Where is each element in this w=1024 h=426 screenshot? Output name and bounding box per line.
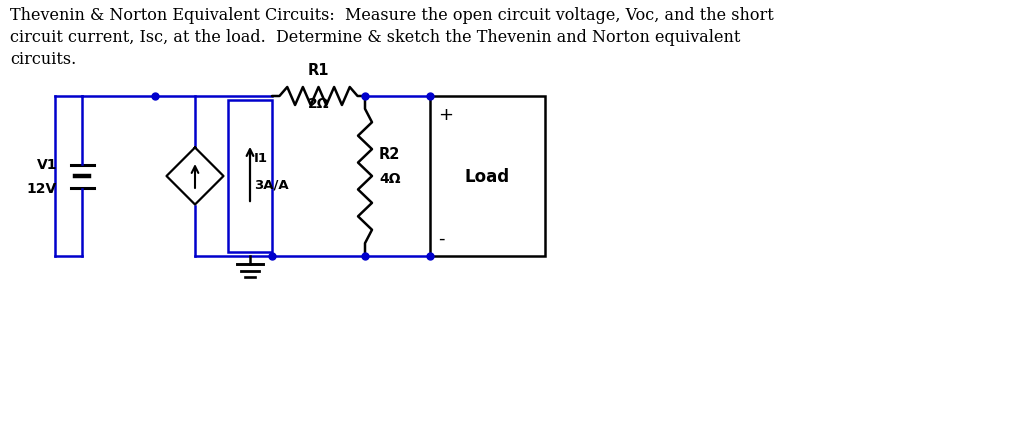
Text: +: + <box>438 106 453 124</box>
Text: -: - <box>438 230 444 248</box>
Text: 12V: 12V <box>27 181 57 196</box>
Text: 2Ω: 2Ω <box>308 97 330 111</box>
Text: I1: I1 <box>254 152 268 165</box>
Text: Load: Load <box>465 167 510 186</box>
Bar <box>228 101 272 253</box>
Text: Thevenin & Norton Equivalent Circuits:  Measure the open circuit voltage, Voc, a: Thevenin & Norton Equivalent Circuits: M… <box>10 7 774 24</box>
Text: R1: R1 <box>308 63 330 78</box>
Text: circuits.: circuits. <box>10 51 76 68</box>
Text: 3A/A: 3A/A <box>254 178 289 191</box>
Text: 4Ω: 4Ω <box>379 172 400 186</box>
Text: R2: R2 <box>379 147 400 162</box>
Text: circuit current, Isc, at the load.  Determine & sketch the Thevenin and Norton e: circuit current, Isc, at the load. Deter… <box>10 29 740 46</box>
Bar <box>430 97 545 256</box>
Text: V1: V1 <box>37 158 57 172</box>
